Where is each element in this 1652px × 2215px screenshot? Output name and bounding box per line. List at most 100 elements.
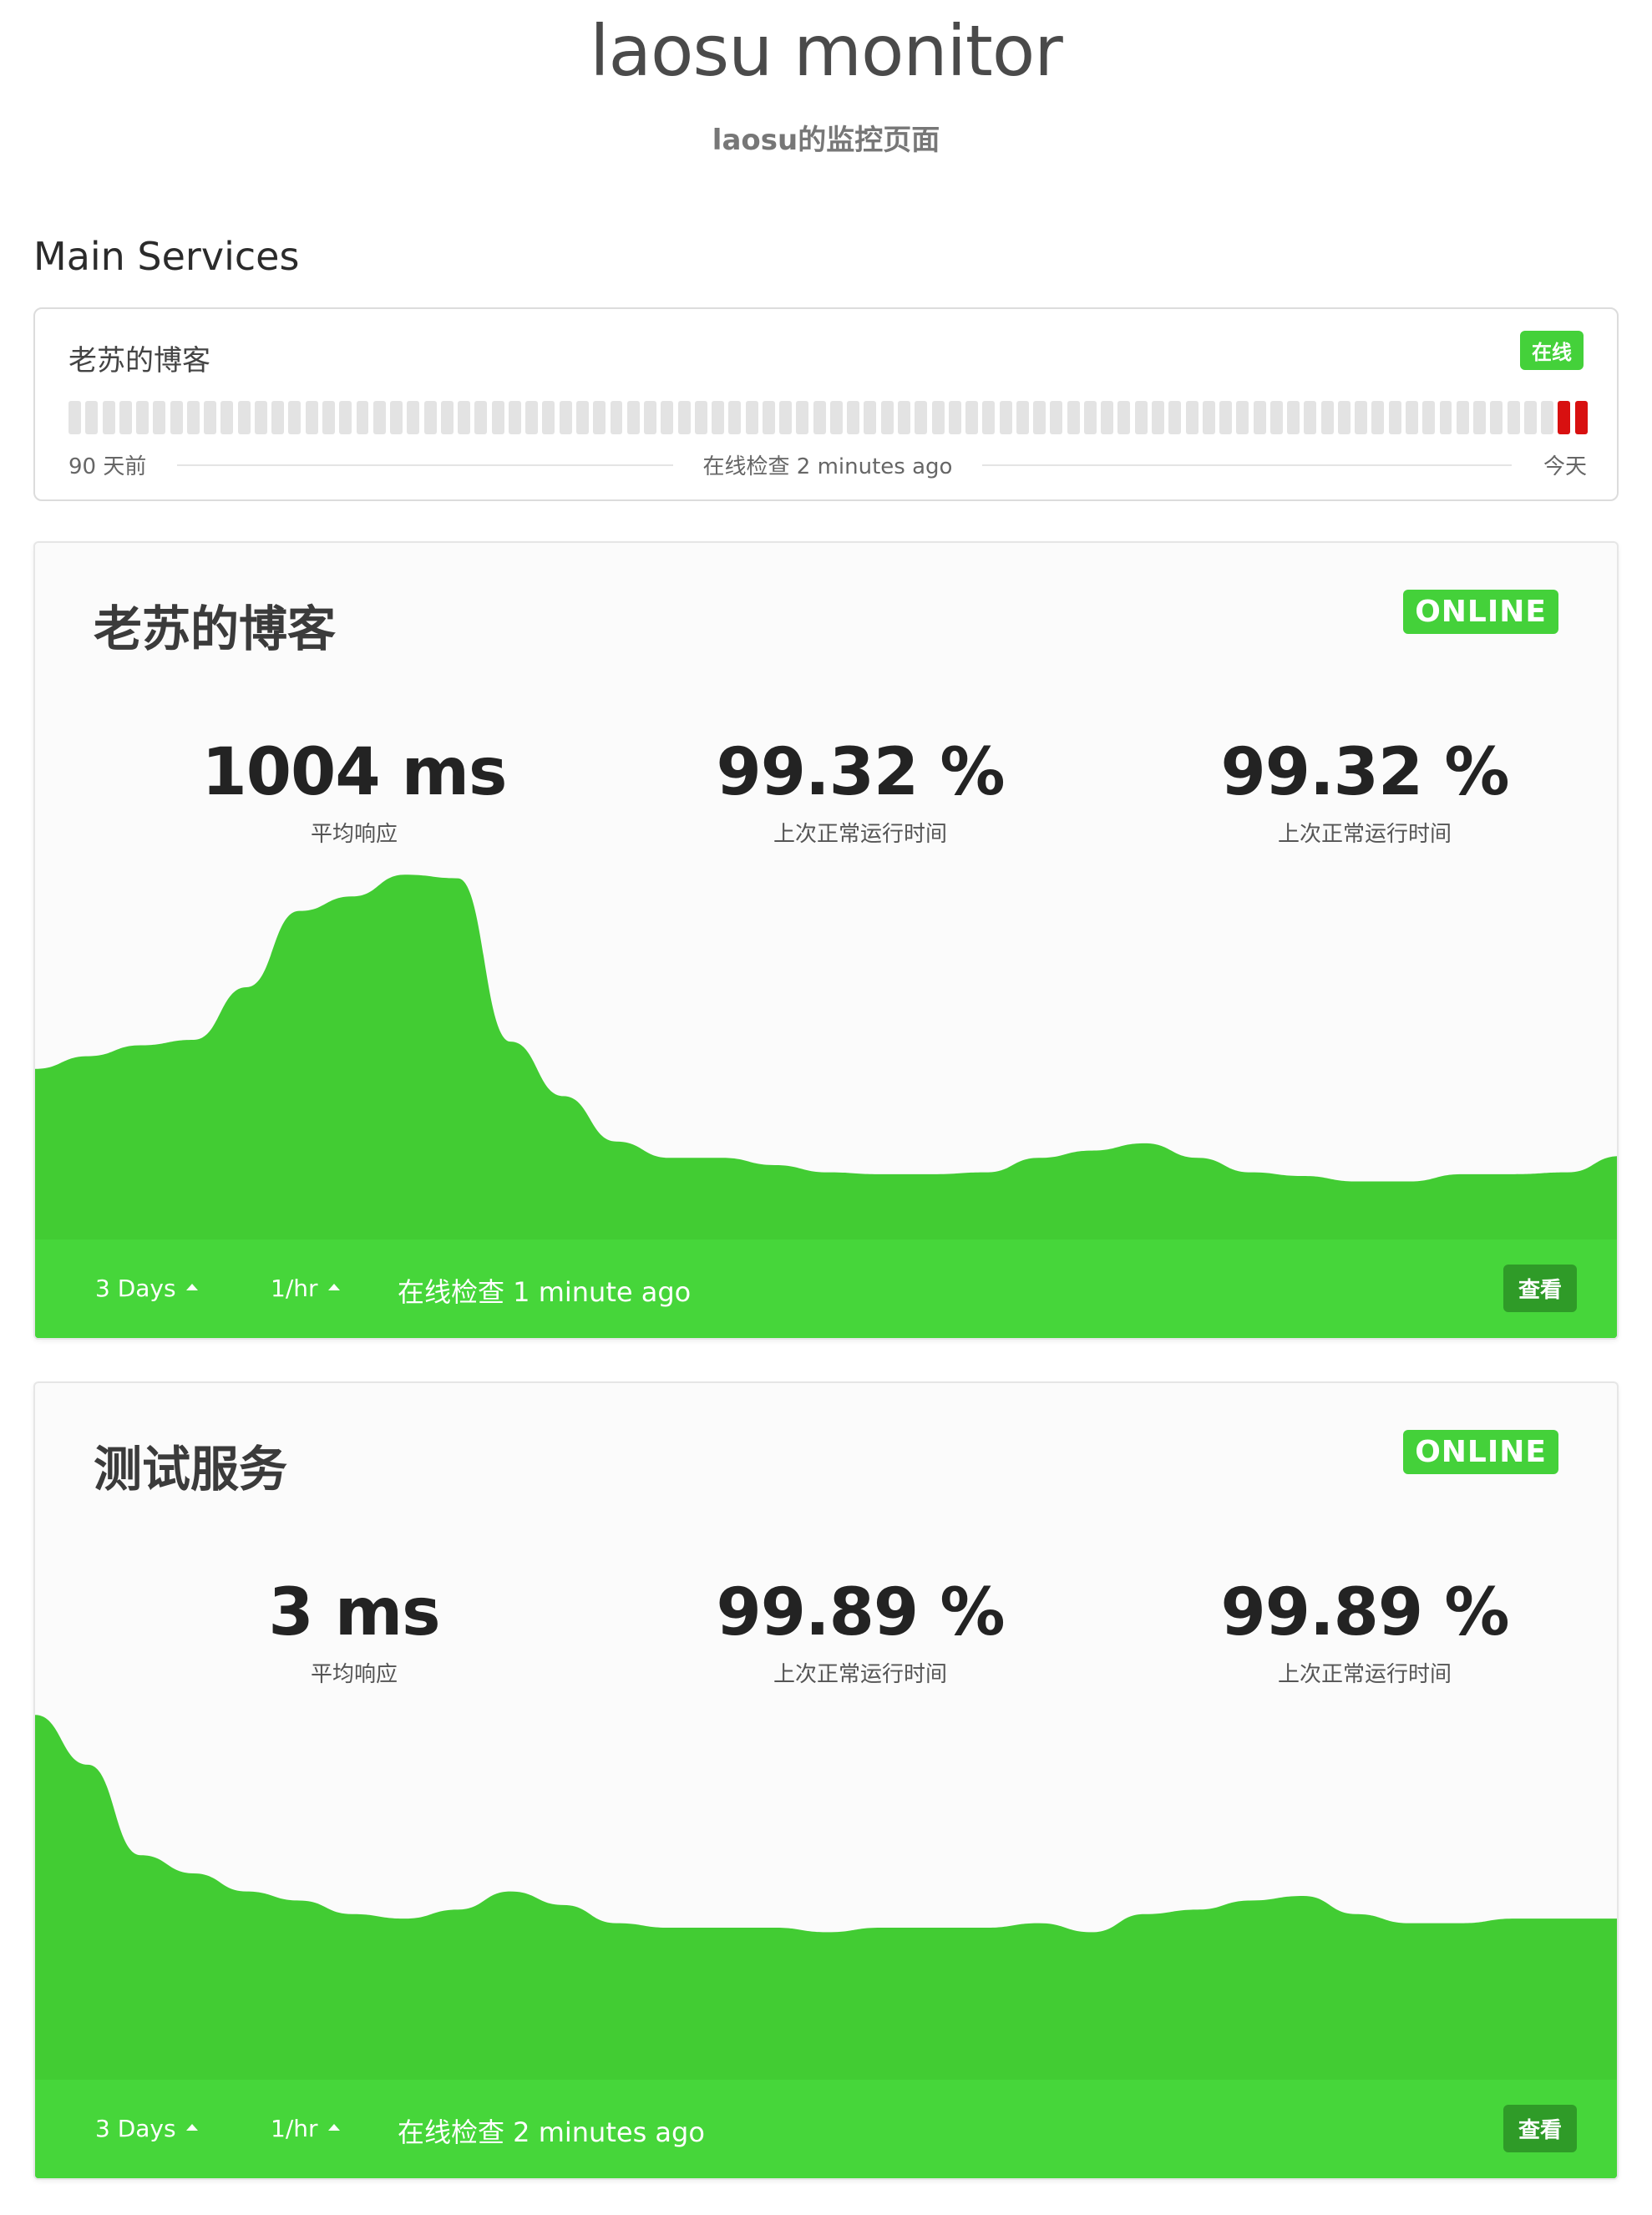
uptime-bar[interactable] [593, 401, 606, 434]
uptime-bar[interactable] [491, 401, 504, 434]
uptime-bar-down[interactable] [1558, 401, 1571, 434]
uptime-bar[interactable] [102, 401, 115, 434]
uptime-bar[interactable] [423, 401, 437, 434]
uptime-bar[interactable] [661, 401, 674, 434]
uptime-bar[interactable] [931, 401, 945, 434]
uptime-bar[interactable] [948, 401, 961, 434]
uptime-bar[interactable] [356, 401, 369, 434]
uptime-bar[interactable] [965, 401, 979, 434]
uptime-bar[interactable] [1269, 401, 1283, 434]
uptime-bar[interactable] [204, 401, 217, 434]
uptime-bar[interactable] [1388, 401, 1401, 434]
uptime-bar[interactable] [745, 401, 758, 434]
uptime-bar-down[interactable] [1574, 401, 1588, 434]
uptime-bar[interactable] [237, 401, 251, 434]
uptime-bar[interactable] [1050, 401, 1063, 434]
uptime-bar[interactable] [254, 401, 267, 434]
uptime-bar[interactable] [407, 401, 420, 434]
uptime-bar[interactable] [864, 401, 877, 434]
uptime-bar[interactable] [1541, 401, 1554, 434]
uptime-bar[interactable] [288, 401, 302, 434]
uptime-bar[interactable] [1287, 401, 1300, 434]
service-name[interactable]: 老苏的博客 [94, 601, 337, 657]
uptime-bar[interactable] [1134, 401, 1148, 434]
uptime-bar[interactable] [644, 401, 656, 434]
range-dropdown[interactable]: 3 Days [95, 2115, 198, 2142]
uptime-bar[interactable] [1083, 401, 1097, 434]
uptime-bar[interactable] [1405, 401, 1418, 434]
uptime-bar[interactable] [1355, 401, 1368, 434]
uptime-bar[interactable] [1371, 401, 1385, 434]
uptime-bar[interactable] [779, 401, 793, 434]
uptime-bar[interactable] [153, 401, 166, 434]
uptime-bar[interactable] [1016, 401, 1029, 434]
uptime-bar[interactable] [1490, 401, 1503, 434]
service-status-summary[interactable]: 老苏的博客 在线 90 天前 在线检查 2 minutes ago 今天 [33, 307, 1619, 501]
uptime-bar[interactable] [880, 401, 894, 434]
uptime-bar[interactable] [829, 401, 843, 434]
uptime-bar[interactable] [694, 401, 707, 434]
uptime-bar[interactable] [1033, 401, 1046, 434]
uptime-bar[interactable] [1304, 401, 1317, 434]
uptime-bar[interactable] [305, 401, 318, 434]
uptime-bar[interactable] [525, 401, 539, 434]
uptime-bar[interactable] [626, 401, 640, 434]
uptime-bar[interactable] [474, 401, 488, 434]
uptime-bar[interactable] [575, 401, 589, 434]
service-name[interactable]: 测试服务 [94, 1441, 288, 1498]
uptime-bar[interactable] [1185, 401, 1198, 434]
uptime-bar[interactable] [1253, 401, 1266, 434]
uptime-bar[interactable] [813, 401, 826, 434]
uptime-bar[interactable] [1168, 401, 1182, 434]
uptime-bar[interactable] [1202, 401, 1215, 434]
interval-dropdown[interactable]: 1/hr [271, 2115, 340, 2142]
uptime-bar[interactable] [1439, 401, 1452, 434]
view-button[interactable]: 查看 [1503, 2105, 1577, 2152]
uptime-bar[interactable] [728, 401, 742, 434]
uptime-bar[interactable] [1473, 401, 1487, 434]
uptime-bar[interactable] [1219, 401, 1233, 434]
uptime-bar[interactable] [1067, 401, 1080, 434]
uptime-bar[interactable] [542, 401, 555, 434]
uptime-bar[interactable] [847, 401, 860, 434]
uptime-bar[interactable] [186, 401, 200, 434]
uptime-bar[interactable] [440, 401, 454, 434]
uptime-bar[interactable] [1236, 401, 1249, 434]
uptime-bar[interactable] [1456, 401, 1469, 434]
summary-service-name[interactable]: 老苏的博客 [68, 344, 210, 378]
uptime-bar[interactable] [796, 401, 809, 434]
uptime-bar[interactable] [68, 401, 81, 434]
uptime-bar[interactable] [322, 401, 335, 434]
uptime-bar[interactable] [610, 401, 623, 434]
uptime-bar[interactable] [1337, 401, 1350, 434]
uptime-bar[interactable] [677, 401, 691, 434]
uptime-bar[interactable] [119, 401, 132, 434]
uptime-bar[interactable] [85, 401, 99, 434]
uptime-bar[interactable] [1101, 401, 1114, 434]
uptime-bar[interactable] [1117, 401, 1131, 434]
uptime-bar[interactable] [982, 401, 996, 434]
interval-dropdown[interactable]: 1/hr [271, 1275, 340, 1302]
uptime-bar[interactable] [372, 401, 386, 434]
uptime-bar[interactable] [1152, 401, 1164, 434]
uptime-bar[interactable] [1422, 401, 1436, 434]
uptime-bar[interactable] [712, 401, 725, 434]
uptime-bar[interactable] [458, 401, 471, 434]
uptime-bar[interactable] [1523, 401, 1537, 434]
uptime-bar[interactable] [915, 401, 928, 434]
uptime-bar[interactable] [136, 401, 149, 434]
uptime-bar[interactable] [170, 401, 183, 434]
uptime-bar[interactable] [508, 401, 521, 434]
uptime-bar[interactable] [271, 401, 285, 434]
uptime-bar[interactable] [559, 401, 572, 434]
uptime-bar[interactable] [762, 401, 775, 434]
uptime-bar[interactable] [1507, 401, 1520, 434]
range-dropdown[interactable]: 3 Days [95, 1275, 198, 1302]
uptime-bar[interactable] [220, 401, 234, 434]
uptime-bar[interactable] [898, 401, 910, 434]
uptime-bar[interactable] [339, 401, 352, 434]
uptime-bar[interactable] [1320, 401, 1334, 434]
uptime-bar[interactable] [390, 401, 403, 434]
view-button[interactable]: 查看 [1503, 1265, 1577, 1312]
uptime-bar[interactable] [999, 401, 1012, 434]
